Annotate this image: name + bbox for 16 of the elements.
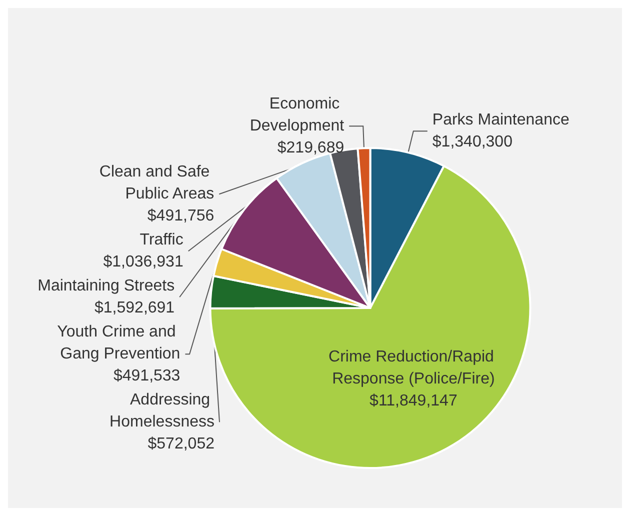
data-label: $572,052: [148, 436, 215, 453]
slice-label: Crime Reduction/Rapid Response (Police/Fire): [328, 348, 498, 388]
data-label: $491,756: [147, 208, 214, 225]
slice-label: Economic Development: [250, 96, 345, 135]
slice-label: Traffic: [140, 232, 184, 249]
slice-label: Parks Maintenance: [432, 112, 570, 129]
data-label: $219,689: [277, 140, 344, 157]
data-label: $491,533: [113, 368, 180, 385]
data-label: $11,849,147: [370, 392, 458, 410]
slice-label: Maintaining Streets: [38, 278, 175, 295]
slice-label: Clean and Safe Public Areas: [99, 164, 214, 203]
slice-label: Youth Crime and Gang Prevention: [57, 324, 180, 363]
data-label: $1,340,300: [432, 134, 513, 151]
data-label: $1,592,691: [94, 300, 175, 317]
slice-label: Addressing Homelessness: [110, 392, 214, 431]
data-label: $1,036,931: [103, 254, 184, 271]
